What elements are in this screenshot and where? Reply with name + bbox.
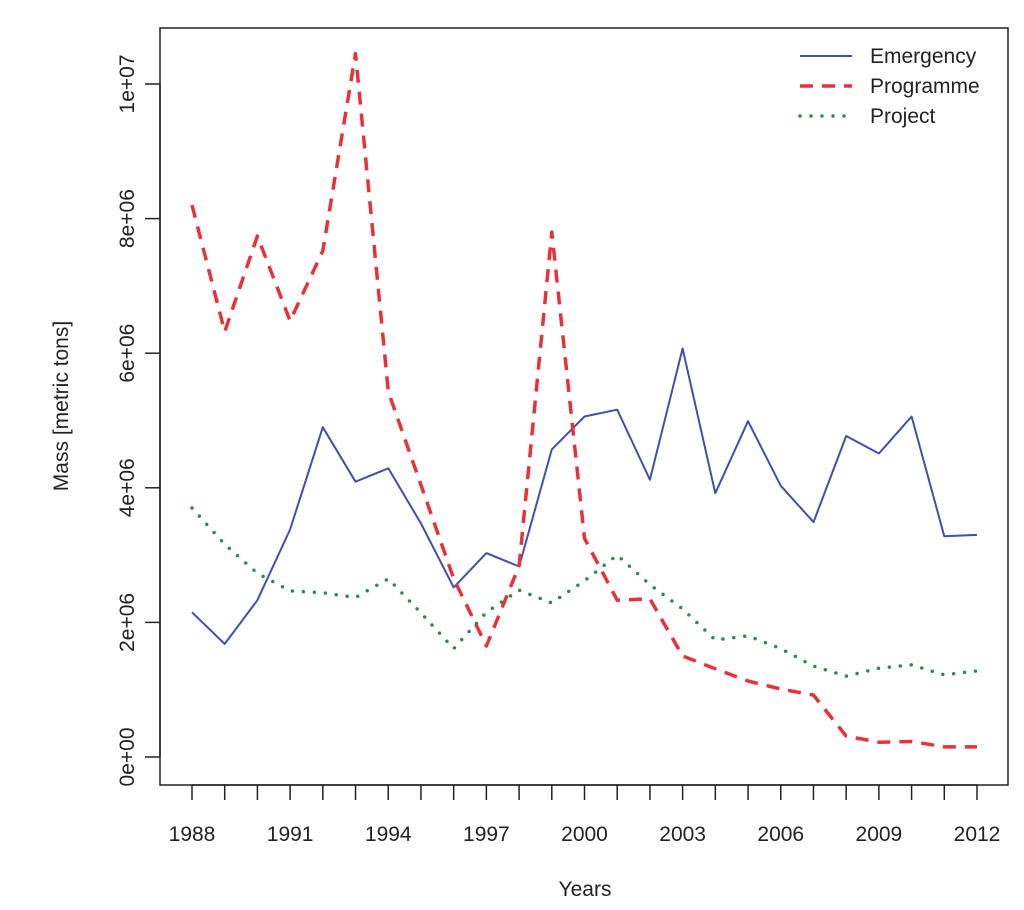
- y-tick-label: 0e+00: [116, 728, 139, 787]
- legend: Emergency Programme Project: [798, 45, 980, 128]
- x-axis-label: Years: [559, 878, 612, 901]
- x-tick-label: 1991: [267, 823, 314, 846]
- x-tick-label: 2012: [954, 823, 1001, 846]
- x-tick-label: 2009: [856, 823, 903, 846]
- series-line-programme: [190, 51, 977, 749]
- y-tick-label: 8e+06: [116, 189, 139, 248]
- series-line-emergency: [191, 347, 978, 645]
- x-tick-label: 1988: [169, 823, 216, 846]
- y-tick-label: 6e+06: [116, 324, 139, 383]
- y-axis-label: Mass [metric tons]: [50, 321, 73, 491]
- x-tick-label: 2003: [659, 823, 706, 846]
- x-tick-label: 2006: [757, 823, 804, 846]
- series-layer: [190, 51, 979, 749]
- y-tick-label: 2e+06: [116, 593, 139, 652]
- plot-frame: [159, 27, 1009, 786]
- legend-label-project: Project: [870, 105, 936, 128]
- x-tick-label: 1994: [365, 823, 412, 846]
- legend-label-programme: Programme: [870, 75, 980, 98]
- x-axis: 1988 1991 1994 1997 2000 2003 2006 2009 2012: [169, 784, 1001, 846]
- series-line-project: [190, 506, 979, 678]
- legend-label-emergency: Emergency: [870, 45, 977, 68]
- x-tick-label: 2000: [561, 823, 608, 846]
- y-axis: 0e+00 2e+06 4e+06 6e+06 8e+06 1e+07: [116, 55, 161, 787]
- y-tick-label: 1e+07: [116, 55, 139, 114]
- x-tick-label: 1997: [463, 823, 510, 846]
- y-tick-label: 4e+06: [116, 458, 139, 517]
